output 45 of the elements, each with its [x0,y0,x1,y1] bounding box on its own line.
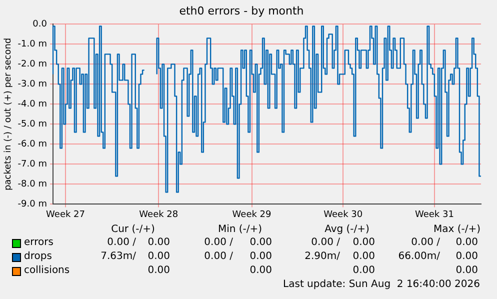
text: 0.00 / [204,251,233,263]
x-tick-label: Week 31 [414,210,454,220]
text: 0.00 [250,237,272,249]
x-tick-label: Week 27 [46,210,86,220]
text: 0.00 [456,237,478,249]
text: 0.00 [148,265,170,277]
text: Last update: Sun Aug 2 16:40:00 2026 [283,279,480,291]
text: 0.00 [352,265,375,277]
text: Cur (-/+) [110,224,156,236]
y-tick-label: -2.0 m [18,60,47,70]
y-tick-label: -7.0 m [18,160,47,170]
text: Min (-/+) [216,224,264,236]
text: 0.00 [148,251,170,263]
text: 0.00 [250,251,272,263]
y-tick-label: -8.0 m [18,180,47,190]
x-tick-label: Week 29 [232,210,272,220]
y-axis-title: packets in (-) / out (+) per second [4,38,14,191]
text: 0.00 [456,265,478,277]
y-tick-label: -6.0 m [18,140,47,150]
text: 0.00 / [107,237,136,249]
text: Max (-/+) [432,224,482,236]
y-tick-label: -5.0 m [18,120,47,130]
y-tick-label: -3.0 m [18,80,47,90]
text: 0.00 / [411,237,440,249]
y-tick-label: 0.0 [32,20,48,30]
text: 66.00m/ [398,251,440,263]
text: 0.00 [352,251,375,263]
text: 0.00 / [311,237,340,249]
text: 0.00 [250,265,272,277]
text: 7.63m/ [100,251,136,263]
text: 0.00 [148,237,170,249]
x-tick-label: Week 30 [324,210,363,220]
text: 0.00 / [204,237,233,249]
legend-label: errors [24,237,54,249]
y-tick-label: -1.0 m [18,40,47,50]
chart-title: eth0 errors - by month [179,4,304,18]
text: 0.00 [456,251,478,263]
text: Avg (-/+) [324,224,370,236]
y-tick-label: -4.0 m [18,100,47,110]
text: 0.00 [352,237,375,249]
legend-label: collisions [24,265,70,277]
y-tick-label: -9.0 m [18,200,47,210]
legend-label: drops [24,251,52,263]
text: 2.90m/ [304,251,340,263]
x-tick-label: Week 28 [139,210,178,220]
